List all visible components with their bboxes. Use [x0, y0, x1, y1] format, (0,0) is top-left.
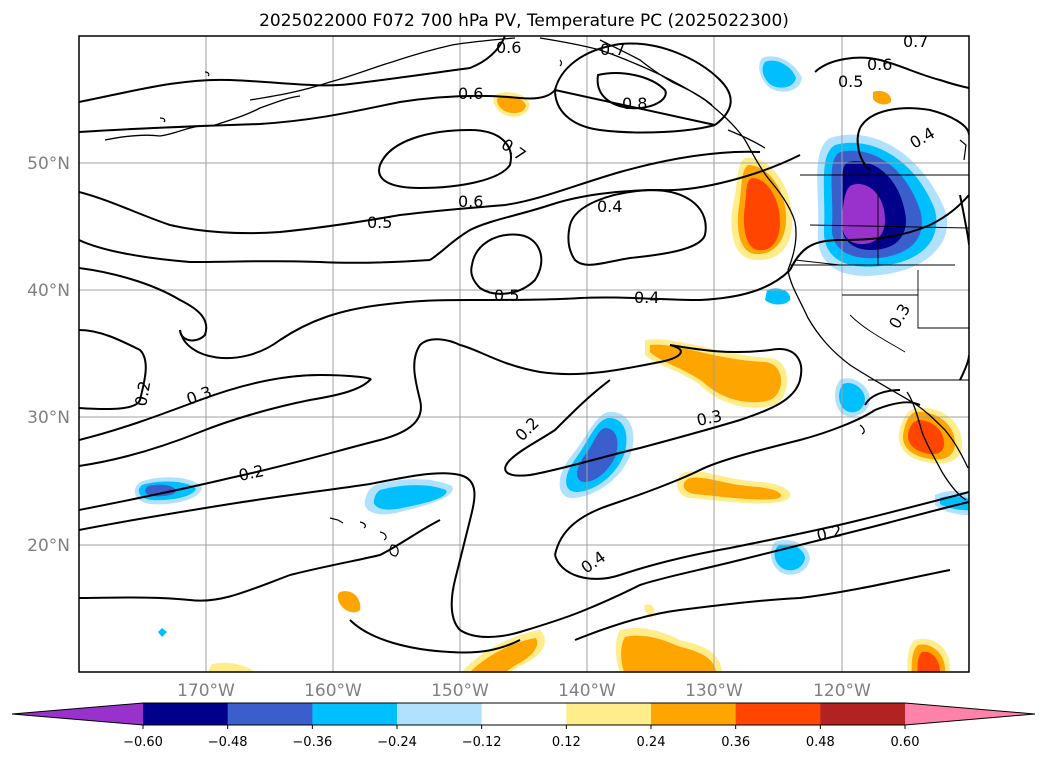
contour-label: 0.2 [815, 521, 844, 545]
contour-labels: 0.6 0.6 0.7 0.8 0.7 0.5 0.7 0.6 0.5 0.6 … [131, 32, 938, 577]
colorbar-tick-label: −0.48 [208, 735, 248, 750]
contour-label: 0.6 [458, 84, 483, 103]
colorbar-tick-label: 0.48 [806, 735, 835, 750]
map-panel: 0.6 0.6 0.7 0.8 0.7 0.5 0.7 0.6 0.5 0.6 … [79, 32, 969, 672]
lon-tick-label: 120°W [813, 681, 871, 701]
lat-tick-label: 30°N [27, 408, 70, 428]
colorbar-tick-label: 0.12 [552, 735, 581, 750]
anomaly-baja-warm [898, 407, 962, 464]
colorbar-tick-label: −0.60 [123, 735, 163, 750]
colorbar [11, 702, 1036, 729]
colorbar-tick-label: 0.60 [891, 735, 920, 750]
contour-label: 0.6 [867, 55, 892, 74]
contour-label: 0.5 [838, 72, 863, 91]
colorbar-extend-min [12, 703, 143, 725]
colorbar-segment [566, 703, 652, 725]
contour-label: 0.5 [494, 286, 519, 305]
chart-title: 2025022000 F072 700 hPa PV, Temperature … [259, 11, 789, 31]
colorbar-extend-max [905, 703, 1035, 725]
lat-tick-label: 50°N [27, 154, 70, 174]
anomaly-oregon-warm [731, 157, 793, 261]
contour-label: 0.4 [597, 197, 622, 216]
contour-label: 0.5 [367, 213, 392, 232]
contour-label: 0.7 [600, 40, 625, 59]
colorbar-labels: −0.60 −0.48 −0.36 −0.24 −0.12 0.12 0.24 0.36 0.4… [123, 735, 919, 750]
colorbar-segment [820, 703, 906, 725]
contour-label: 0.4 [634, 288, 659, 307]
lon-tick-label: 130°W [685, 681, 743, 701]
colorbar-segment [651, 703, 737, 725]
colorbar-tick-label: 0.24 [637, 735, 666, 750]
anomaly-hawaii-cold [364, 479, 453, 515]
colorbar-tick-label: −0.36 [292, 735, 332, 750]
colorbar-segment [397, 703, 483, 725]
contour-label: 0.2 [237, 461, 266, 485]
lon-tick-label: 140°W [558, 681, 616, 701]
temperature-anomaly-shading [134, 56, 969, 672]
lon-tick-labels: 170°W 160°W 150°W 140°W 130°W 120°W [177, 681, 871, 701]
map-frame [78, 35, 970, 673]
lat-tick-label: 20°N [27, 536, 70, 556]
anomaly-mexico-warm [907, 638, 950, 672]
colorbar-segment [227, 703, 313, 725]
anomaly-small-patches [158, 56, 969, 672]
lat-tick-label: 40°N [27, 281, 70, 301]
colorbar-tick-label: 0.36 [721, 735, 750, 750]
colorbar-segment [735, 703, 821, 725]
contour-label: 0.3 [695, 406, 724, 430]
pv-contours [79, 36, 969, 654]
anomaly-dateline-cold [134, 477, 202, 505]
colorbar-tick-label: −0.12 [462, 735, 502, 750]
colorbar-segment [312, 703, 398, 725]
colorbar-segment [143, 703, 229, 725]
anomaly-subtropical-warm [645, 339, 788, 408]
anomaly-130w-warm [676, 471, 791, 504]
contour-label: 0.2 [131, 379, 154, 407]
lon-tick-label: 170°W [177, 681, 235, 701]
colorbar-tick-label: −0.24 [377, 735, 417, 750]
political-borders [790, 174, 969, 381]
lon-tick-label: 150°W [431, 681, 489, 701]
contour-label: 0.6 [496, 38, 521, 57]
lat-tick-labels: 50°N 40°N 30°N 20°N [27, 154, 70, 556]
colorbar-segment [481, 703, 567, 725]
contour-label: 0.6 [458, 192, 483, 211]
lon-tick-label: 160°W [304, 681, 362, 701]
anomaly-central-pacific-cold [559, 411, 634, 499]
contour-label: 0.8 [622, 94, 647, 113]
contour-label: 0.7 [903, 32, 928, 51]
